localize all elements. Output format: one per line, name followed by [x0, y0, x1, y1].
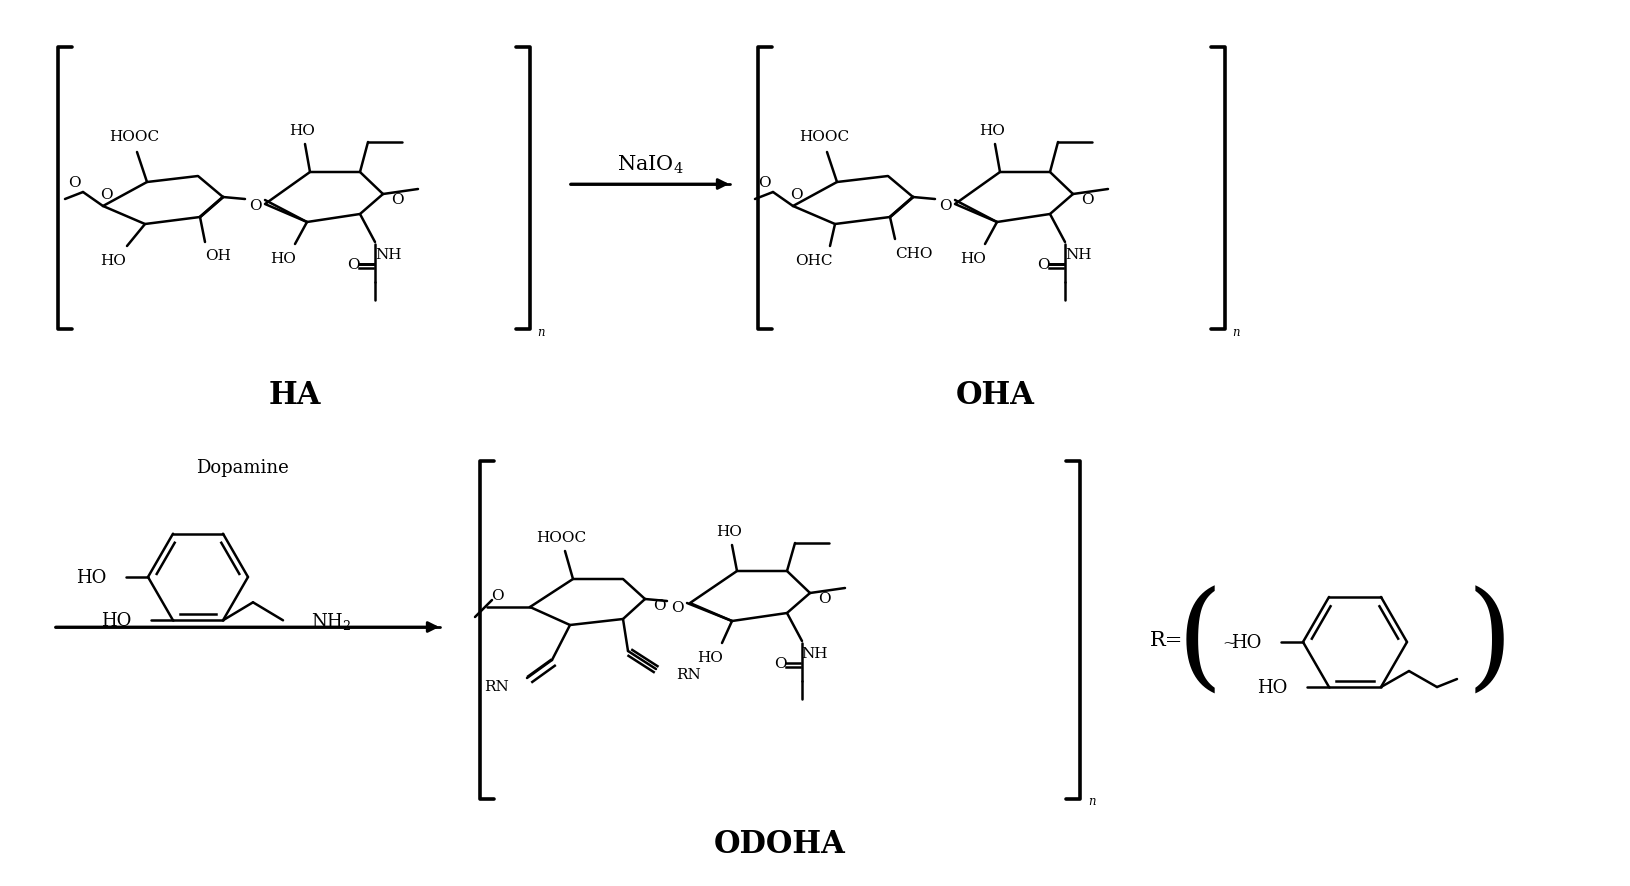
Text: RN: RN	[676, 667, 701, 681]
Text: NH: NH	[1064, 248, 1090, 261]
Text: NH: NH	[375, 248, 401, 261]
Text: $_n$: $_n$	[536, 321, 546, 338]
Text: Dopamine: Dopamine	[196, 458, 289, 477]
Text: CHO: CHO	[895, 246, 932, 260]
Text: O: O	[774, 657, 786, 670]
Text: HO: HO	[1231, 633, 1262, 651]
Text: HOOC: HOOC	[799, 130, 849, 144]
Text: $_n$: $_n$	[1232, 321, 1240, 338]
Text: O: O	[249, 198, 261, 213]
Text: HO: HO	[289, 124, 315, 138]
Text: HOOC: HOOC	[536, 531, 587, 544]
Text: HO: HO	[980, 124, 1006, 138]
Text: ODOHA: ODOHA	[714, 828, 846, 859]
Text: HO: HO	[716, 525, 742, 539]
Text: O: O	[652, 598, 665, 612]
Text: HOOC: HOOC	[109, 130, 160, 144]
Text: O: O	[99, 188, 112, 202]
Text: HA: HA	[269, 379, 321, 410]
Text: HO: HO	[75, 568, 106, 587]
Text: HO: HO	[99, 253, 126, 268]
Text: NaIO$_4$: NaIO$_4$	[616, 153, 683, 176]
Text: O: O	[491, 588, 504, 602]
Text: ): )	[1467, 585, 1513, 700]
Text: ~: ~	[1222, 633, 1236, 650]
Text: O: O	[1081, 193, 1094, 206]
Text: HO: HO	[101, 611, 130, 630]
Text: (: (	[1177, 585, 1222, 700]
Text: HO: HO	[960, 252, 986, 266]
Text: O: O	[347, 258, 359, 272]
Text: NH$_2$: NH$_2$	[311, 610, 352, 631]
Text: O: O	[68, 175, 80, 190]
Text: HO: HO	[271, 252, 297, 266]
Text: OH: OH	[205, 249, 231, 263]
Text: O: O	[789, 188, 802, 202]
Text: HO: HO	[698, 650, 724, 664]
Text: OHC: OHC	[795, 253, 833, 268]
Text: $_n$: $_n$	[1087, 790, 1097, 807]
Text: O: O	[1037, 258, 1050, 272]
Text: HO: HO	[1257, 679, 1288, 696]
Text: RN: RN	[484, 680, 509, 693]
Text: O: O	[818, 591, 830, 605]
Text: O: O	[391, 193, 403, 206]
Text: R=: R=	[1151, 630, 1183, 649]
Text: O: O	[670, 601, 683, 614]
Text: O: O	[939, 198, 952, 213]
Text: OHA: OHA	[955, 379, 1035, 410]
Text: O: O	[758, 175, 771, 190]
Text: NH: NH	[802, 646, 828, 660]
